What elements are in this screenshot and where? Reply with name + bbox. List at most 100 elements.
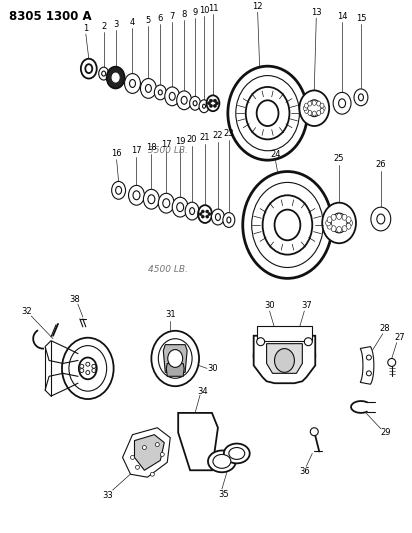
Ellipse shape [346, 223, 351, 229]
Ellipse shape [133, 191, 140, 200]
Circle shape [209, 104, 213, 107]
Ellipse shape [274, 209, 300, 240]
Text: 26: 26 [375, 160, 386, 169]
FancyBboxPatch shape [257, 326, 312, 341]
Ellipse shape [223, 213, 235, 228]
Ellipse shape [331, 214, 336, 220]
Text: 14: 14 [337, 12, 347, 21]
Ellipse shape [203, 104, 206, 108]
Text: 15: 15 [356, 14, 366, 23]
Text: 28: 28 [379, 324, 390, 333]
Ellipse shape [177, 91, 192, 110]
Ellipse shape [308, 110, 312, 115]
Circle shape [92, 365, 96, 368]
Polygon shape [254, 336, 315, 383]
Text: 8: 8 [181, 10, 187, 19]
Circle shape [208, 213, 211, 215]
Circle shape [206, 210, 209, 213]
Ellipse shape [320, 103, 324, 108]
Ellipse shape [317, 110, 321, 115]
Ellipse shape [85, 64, 92, 73]
Text: 9: 9 [192, 8, 198, 17]
Ellipse shape [303, 106, 307, 111]
Text: 21: 21 [200, 133, 210, 142]
Ellipse shape [143, 189, 159, 209]
Ellipse shape [317, 101, 321, 106]
Circle shape [209, 99, 213, 102]
Ellipse shape [172, 197, 188, 217]
Text: 17: 17 [131, 146, 142, 155]
Ellipse shape [337, 214, 342, 220]
Circle shape [150, 472, 154, 476]
Ellipse shape [228, 66, 307, 160]
Text: 23: 23 [224, 130, 234, 139]
Ellipse shape [198, 205, 212, 223]
Circle shape [199, 213, 202, 215]
Ellipse shape [377, 214, 385, 224]
Ellipse shape [79, 358, 97, 379]
Ellipse shape [112, 73, 119, 82]
Ellipse shape [327, 223, 332, 229]
Ellipse shape [211, 209, 225, 225]
Ellipse shape [148, 195, 155, 204]
Circle shape [136, 465, 139, 469]
Ellipse shape [322, 203, 356, 243]
Ellipse shape [107, 67, 124, 88]
Circle shape [304, 338, 312, 345]
Circle shape [310, 428, 318, 435]
Text: 30: 30 [264, 301, 275, 310]
Ellipse shape [354, 89, 368, 106]
Ellipse shape [129, 79, 136, 87]
Circle shape [160, 453, 164, 456]
Circle shape [208, 102, 211, 105]
Circle shape [80, 368, 84, 373]
Ellipse shape [346, 217, 351, 223]
Text: 8305 1300 A: 8305 1300 A [9, 10, 92, 23]
Ellipse shape [333, 92, 351, 114]
Ellipse shape [236, 76, 300, 151]
Circle shape [155, 442, 159, 447]
Ellipse shape [320, 108, 324, 114]
Circle shape [215, 102, 218, 105]
Ellipse shape [112, 181, 126, 199]
Ellipse shape [371, 207, 391, 231]
Polygon shape [360, 346, 374, 384]
Ellipse shape [224, 443, 250, 463]
Text: 37: 37 [301, 301, 312, 310]
Circle shape [257, 338, 265, 345]
Ellipse shape [208, 450, 236, 472]
Ellipse shape [257, 100, 279, 126]
Text: 18: 18 [146, 143, 157, 152]
Ellipse shape [229, 448, 245, 459]
Ellipse shape [215, 214, 220, 221]
Circle shape [80, 365, 84, 368]
Ellipse shape [81, 59, 97, 78]
Text: 25: 25 [334, 154, 344, 163]
Circle shape [92, 368, 96, 373]
Text: 22: 22 [213, 132, 223, 140]
Ellipse shape [163, 199, 170, 208]
Ellipse shape [154, 85, 166, 100]
Ellipse shape [158, 90, 162, 95]
Ellipse shape [331, 225, 336, 232]
Ellipse shape [124, 74, 140, 93]
Text: 20: 20 [187, 135, 197, 144]
Ellipse shape [185, 202, 199, 220]
Text: 24: 24 [270, 150, 281, 159]
Text: 12: 12 [253, 2, 263, 11]
Ellipse shape [312, 111, 316, 116]
Ellipse shape [158, 193, 174, 213]
Polygon shape [178, 413, 218, 470]
Ellipse shape [177, 203, 184, 212]
Text: 1: 1 [83, 23, 89, 33]
Text: 10: 10 [199, 6, 209, 15]
Ellipse shape [262, 195, 312, 255]
Ellipse shape [348, 220, 353, 226]
Ellipse shape [308, 101, 312, 106]
Ellipse shape [307, 100, 321, 117]
Ellipse shape [331, 213, 347, 233]
Circle shape [366, 355, 371, 360]
Ellipse shape [193, 101, 197, 106]
Circle shape [143, 446, 146, 449]
Ellipse shape [145, 84, 151, 92]
